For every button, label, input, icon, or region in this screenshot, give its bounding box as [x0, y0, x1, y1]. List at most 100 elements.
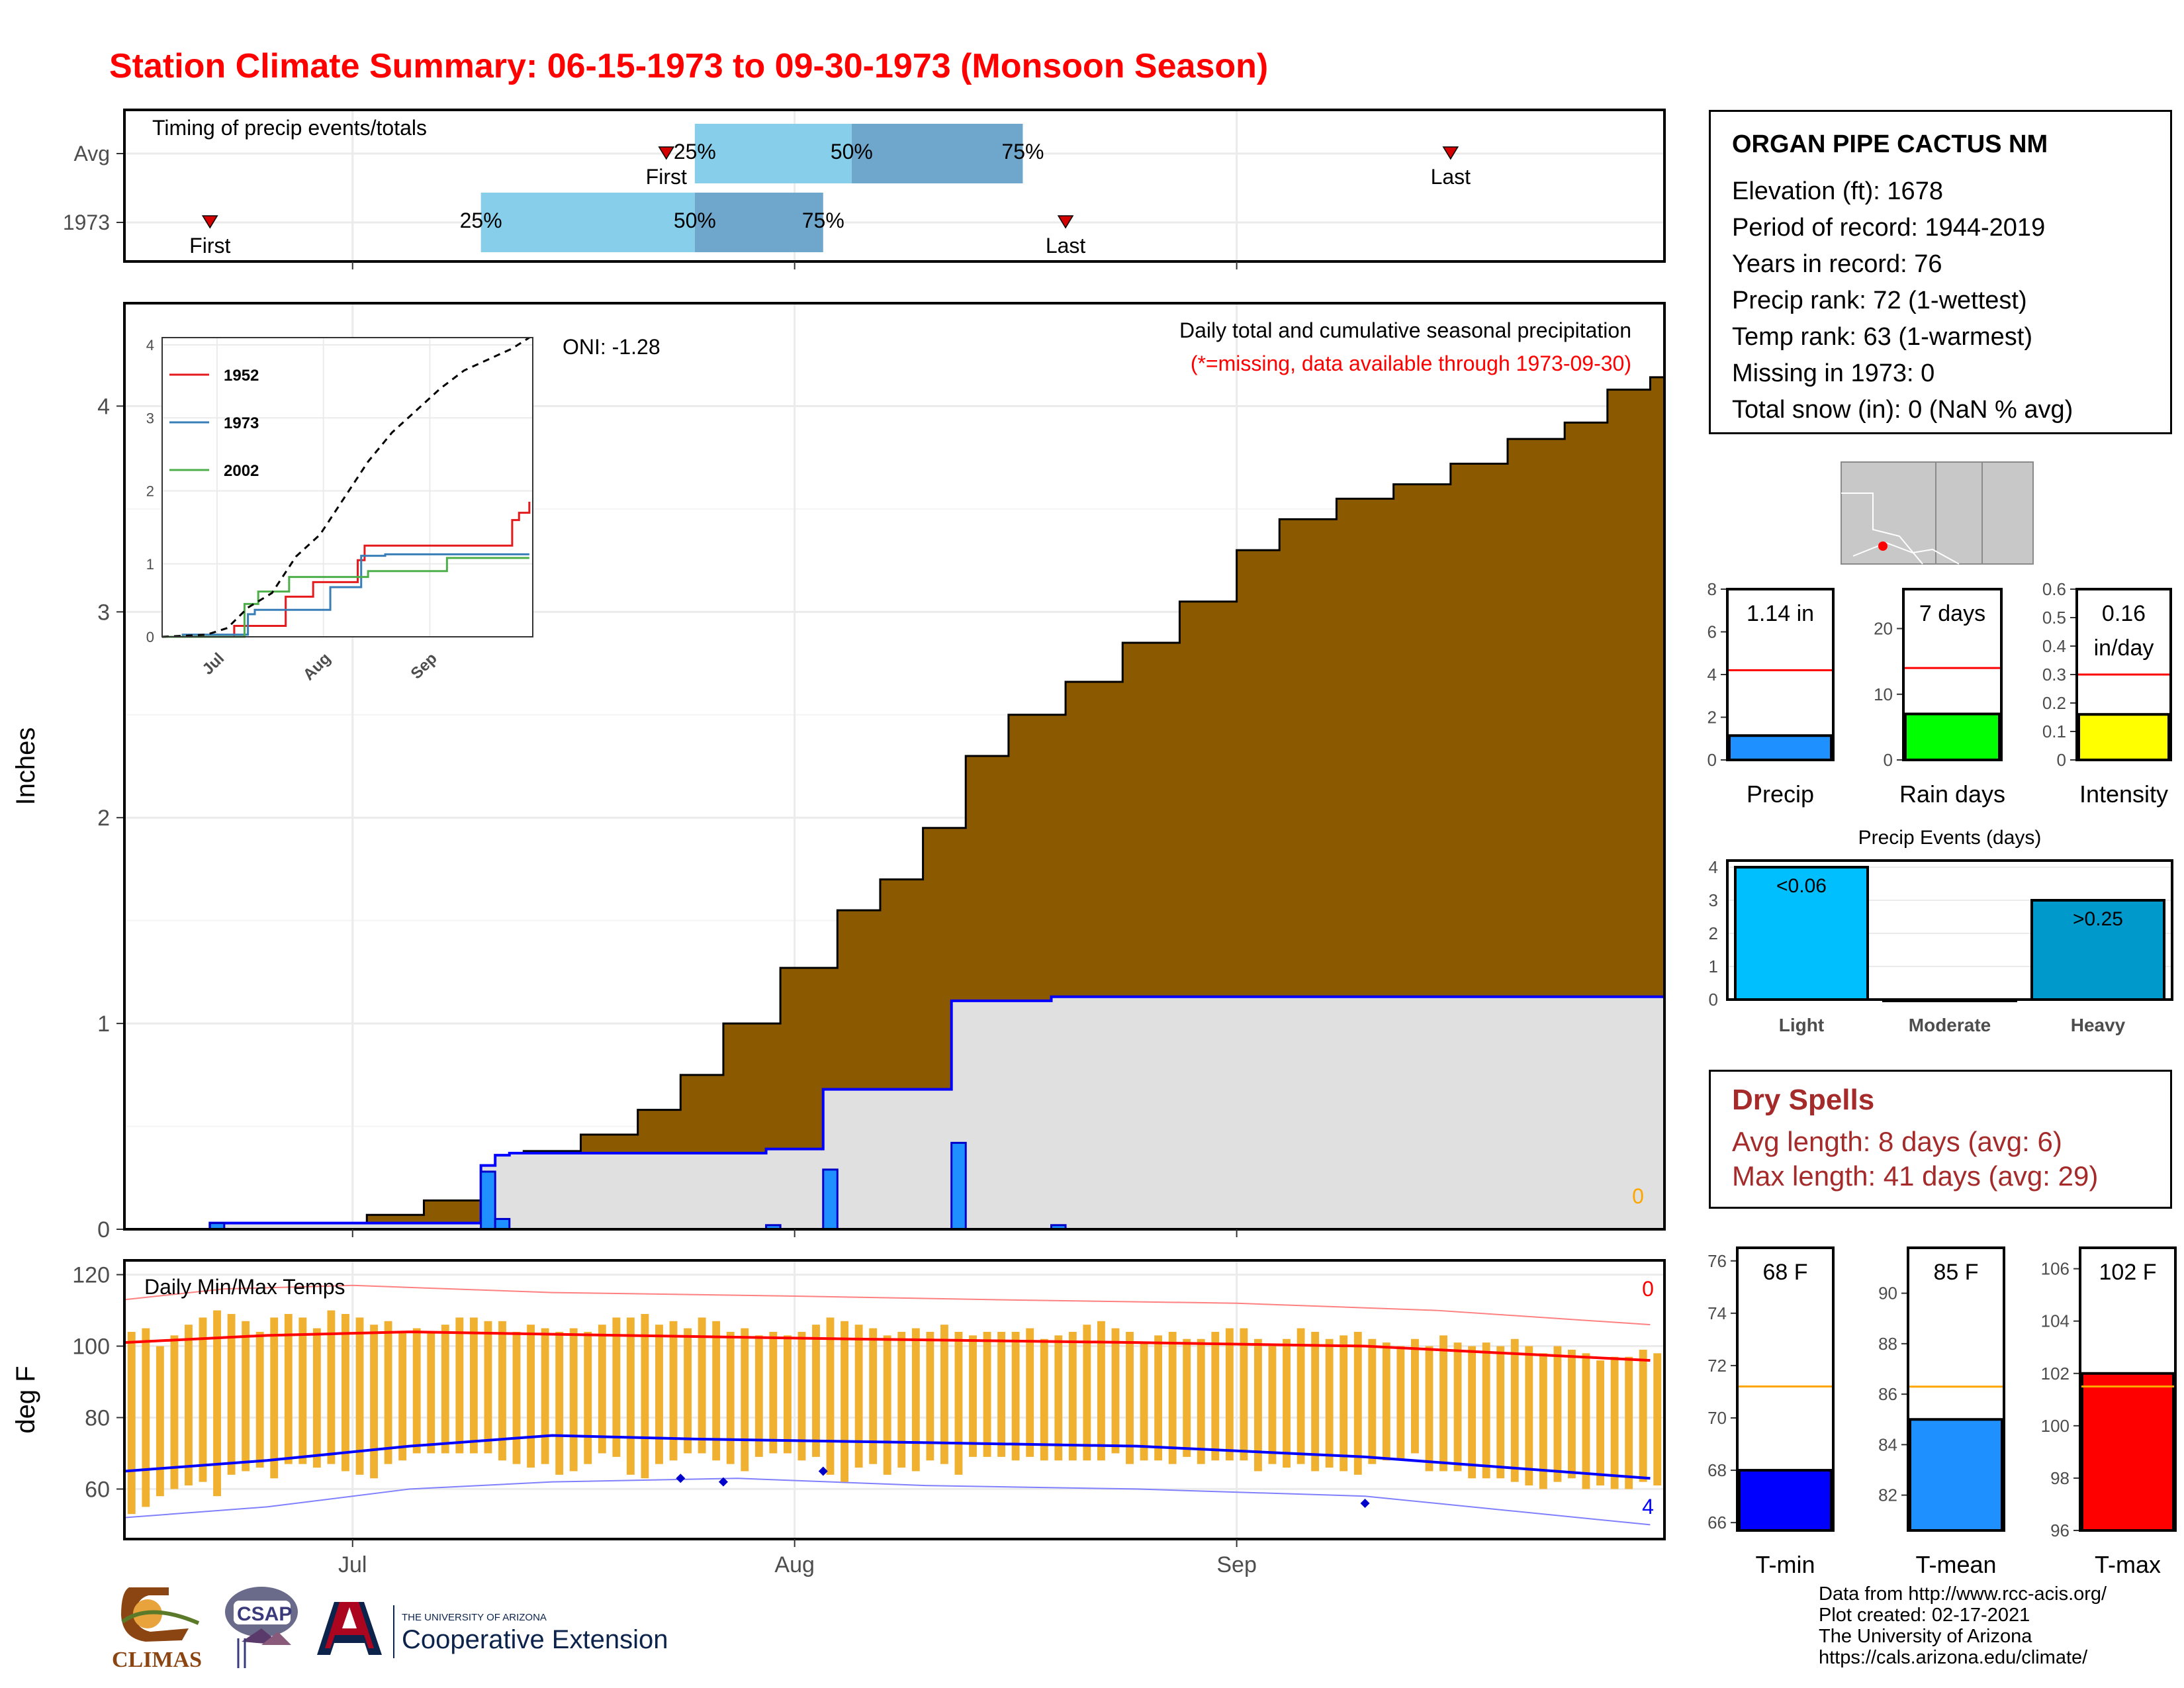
temps-daily-bar [213, 1310, 221, 1497]
precip-y-tick-label: 1 [97, 1011, 110, 1037]
temps-y-axis-title: deg F [11, 1366, 40, 1433]
small-panel-y-tick-label: 8 [1707, 579, 1717, 599]
small-panel-y-tick-label: 100 [2041, 1416, 2070, 1436]
small-panel-value-label: 85 F [1933, 1260, 1978, 1285]
temps-daily-bar [897, 1331, 906, 1468]
temps-record-low-marker [676, 1474, 686, 1483]
temps-daily-bar [1553, 1346, 1562, 1482]
small-panel-y-tick-label: 102 [2041, 1364, 2070, 1383]
small-panel-y-tick-label: 20 [1874, 619, 1893, 639]
small-panel-x-label: Rain days [1899, 780, 2005, 808]
inset-series-line [161, 336, 530, 638]
small-panel-frame [1907, 1246, 2005, 1532]
precip-season-cumulative-area [124, 996, 1664, 1229]
temps-daily-bar [1026, 1328, 1034, 1457]
temps-daily-bar [969, 1335, 977, 1457]
small-panel-value-label: 7 days [1919, 601, 1985, 626]
temps-daily-bar [227, 1313, 236, 1475]
temps-daily-bar [142, 1328, 150, 1507]
temps-daily-bar [1140, 1342, 1148, 1461]
temps-daily-bar [1311, 1331, 1320, 1472]
small-panel-bar [2081, 1372, 2175, 1532]
small-panel-bg [1727, 589, 1833, 760]
temps-daily-bar [997, 1331, 1006, 1457]
temps-panel-frame [123, 1259, 1666, 1540]
small-panel-y-tick-label: 0 [2057, 750, 2066, 770]
events-bar-label: <0.06 [1776, 875, 1827, 897]
temps-daily-bar [398, 1331, 407, 1461]
small-panel-y-tick-label: 10 [1874, 684, 1893, 704]
temps-daily-bar [1225, 1328, 1234, 1461]
logos: CLIMAS CSAP THE UNIVERSITY OF ARIZONA Co… [112, 1587, 668, 1672]
precip-daily-bar [950, 1141, 967, 1231]
temps-daily-bar [1197, 1338, 1205, 1464]
temps-daily-bar [1183, 1338, 1191, 1457]
temps-record-low-marker [718, 1477, 728, 1487]
csap-logo: CSAP [225, 1587, 298, 1668]
events-panel-frame [1726, 859, 2173, 1001]
temps-daily-bar [712, 1321, 721, 1461]
temps-daily-bar [812, 1325, 820, 1457]
timing-label-50: 50% [831, 140, 873, 164]
temps-daily-bar [983, 1331, 991, 1457]
small-panel-bar [1904, 712, 2001, 761]
station-period: Period of record: 1944-2019 [1732, 214, 2046, 242]
credits: Data from http://www.rcc-acis.org/ Plot … [1819, 1583, 2107, 1668]
precip-oni: ONI: -1.28 [563, 335, 660, 359]
small-panel-y-tick-label: 74 [1707, 1303, 1727, 1323]
station-name: ORGAN PIPE CACTUS NM [1732, 130, 2048, 158]
small-panel-value-label: 68 F [1762, 1260, 1807, 1285]
small-panel-y-tick-label: 0.5 [2042, 608, 2066, 628]
small-panel-y-tick-label: 82 [1878, 1485, 1897, 1505]
temps-daily-bar [1340, 1335, 1348, 1472]
timing-label-25: 25% [674, 140, 716, 164]
temps-daily-bar [170, 1335, 179, 1489]
temps-daily-bar [1211, 1331, 1220, 1461]
temps-daily-bar [427, 1331, 435, 1454]
small-panel-y-tick-label: 0.3 [2042, 665, 2066, 684]
map-state-line [1852, 541, 1960, 565]
temps-daily-bar [298, 1317, 307, 1464]
temps-daily-bar [185, 1325, 193, 1486]
temps-daily-bar [769, 1331, 778, 1454]
temps-daily-bar [954, 1331, 963, 1475]
climas-logo: CLIMAS [112, 1587, 202, 1672]
small-panel-value-label-2: in/day [2094, 635, 2154, 661]
temps-daily-bar [1539, 1353, 1547, 1489]
timing-marker-first [201, 215, 218, 229]
temps-daily-bar [127, 1331, 136, 1515]
inset-legend-label: 2002 [224, 462, 259, 480]
temps-daily-bar [1453, 1342, 1462, 1472]
temps-daily-bar [355, 1317, 364, 1475]
events-y-tick-label: 3 [1709, 890, 1718, 910]
csap-logo-text: CSAP [237, 1603, 292, 1625]
inset-y-tick-label: 1 [146, 556, 154, 573]
inset-series-line [162, 502, 531, 638]
small-panel-value-label: 102 F [2099, 1260, 2157, 1285]
small-panel-value-label: 1.14 in [1747, 601, 1814, 626]
temps-daily-bar [255, 1331, 264, 1468]
temps-daily-bar [926, 1331, 934, 1461]
temps-record-min-line [124, 1477, 1651, 1526]
small-panel-x-label: T-mean [1915, 1551, 1996, 1578]
events-bar-label: >0.25 [2073, 908, 2123, 930]
small-panel-frame [1902, 588, 2003, 761]
temps-daily-bar [826, 1317, 835, 1475]
temps-daily-bar [783, 1335, 792, 1454]
dry-spells-max: Max length: 41 days (avg: 29) [1732, 1160, 2099, 1192]
temps-daily-bar [1268, 1346, 1277, 1464]
timing-title: Timing of precip events/totals [152, 116, 427, 140]
temps-daily-bar [1325, 1338, 1334, 1468]
temps-daily-bar [455, 1317, 464, 1454]
precip-daily-bar [494, 1217, 511, 1231]
station-info-box: ORGAN PIPE CACTUS NM Elevation (ft): 167… [1709, 110, 2172, 434]
temps-daily-bar [555, 1331, 564, 1475]
temps-daily-bar [1582, 1353, 1590, 1489]
temps-record-low-marker [818, 1466, 828, 1476]
inset-legend-label: 1952 [224, 367, 259, 385]
temps-daily-bar [1568, 1349, 1576, 1479]
small-panel-y-tick-label: 72 [1707, 1356, 1727, 1376]
small-panel-y-tick-label: 2 [1707, 708, 1717, 727]
timing-bar-q50-q75 [851, 124, 1023, 183]
temps-daily-bar [1240, 1328, 1248, 1461]
